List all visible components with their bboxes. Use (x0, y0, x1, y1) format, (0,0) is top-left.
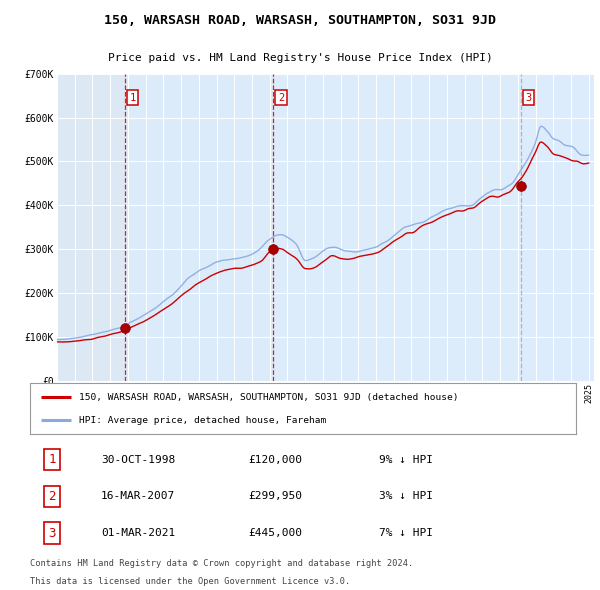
Text: 1: 1 (48, 453, 56, 466)
Text: 150, WARSASH ROAD, WARSASH, SOUTHAMPTON, SO31 9JD (detached house): 150, WARSASH ROAD, WARSASH, SOUTHAMPTON,… (79, 392, 458, 402)
Text: £445,000: £445,000 (248, 528, 302, 538)
Text: HPI: Average price, detached house, Fareham: HPI: Average price, detached house, Fare… (79, 415, 326, 425)
Text: 1: 1 (130, 93, 136, 103)
Text: 3: 3 (48, 527, 56, 540)
Text: 3% ↓ HPI: 3% ↓ HPI (379, 491, 433, 502)
Text: This data is licensed under the Open Government Licence v3.0.: This data is licensed under the Open Gov… (30, 577, 350, 586)
Text: £299,950: £299,950 (248, 491, 302, 502)
Text: 9% ↓ HPI: 9% ↓ HPI (379, 455, 433, 464)
Text: 150, WARSASH ROAD, WARSASH, SOUTHAMPTON, SO31 9JD: 150, WARSASH ROAD, WARSASH, SOUTHAMPTON,… (104, 14, 496, 27)
Text: 2: 2 (278, 93, 284, 103)
Bar (125, 74, 594, 381)
Bar (274, 74, 594, 381)
Text: 7% ↓ HPI: 7% ↓ HPI (379, 528, 433, 538)
Text: 30-OCT-1998: 30-OCT-1998 (101, 455, 175, 464)
Bar (521, 74, 594, 381)
Text: £120,000: £120,000 (248, 455, 302, 464)
Text: Contains HM Land Registry data © Crown copyright and database right 2024.: Contains HM Land Registry data © Crown c… (30, 559, 413, 568)
Text: 01-MAR-2021: 01-MAR-2021 (101, 528, 175, 538)
Text: 16-MAR-2007: 16-MAR-2007 (101, 491, 175, 502)
Text: Price paid vs. HM Land Registry's House Price Index (HPI): Price paid vs. HM Land Registry's House … (107, 53, 493, 63)
Text: 3: 3 (525, 93, 532, 103)
Text: 2: 2 (48, 490, 56, 503)
